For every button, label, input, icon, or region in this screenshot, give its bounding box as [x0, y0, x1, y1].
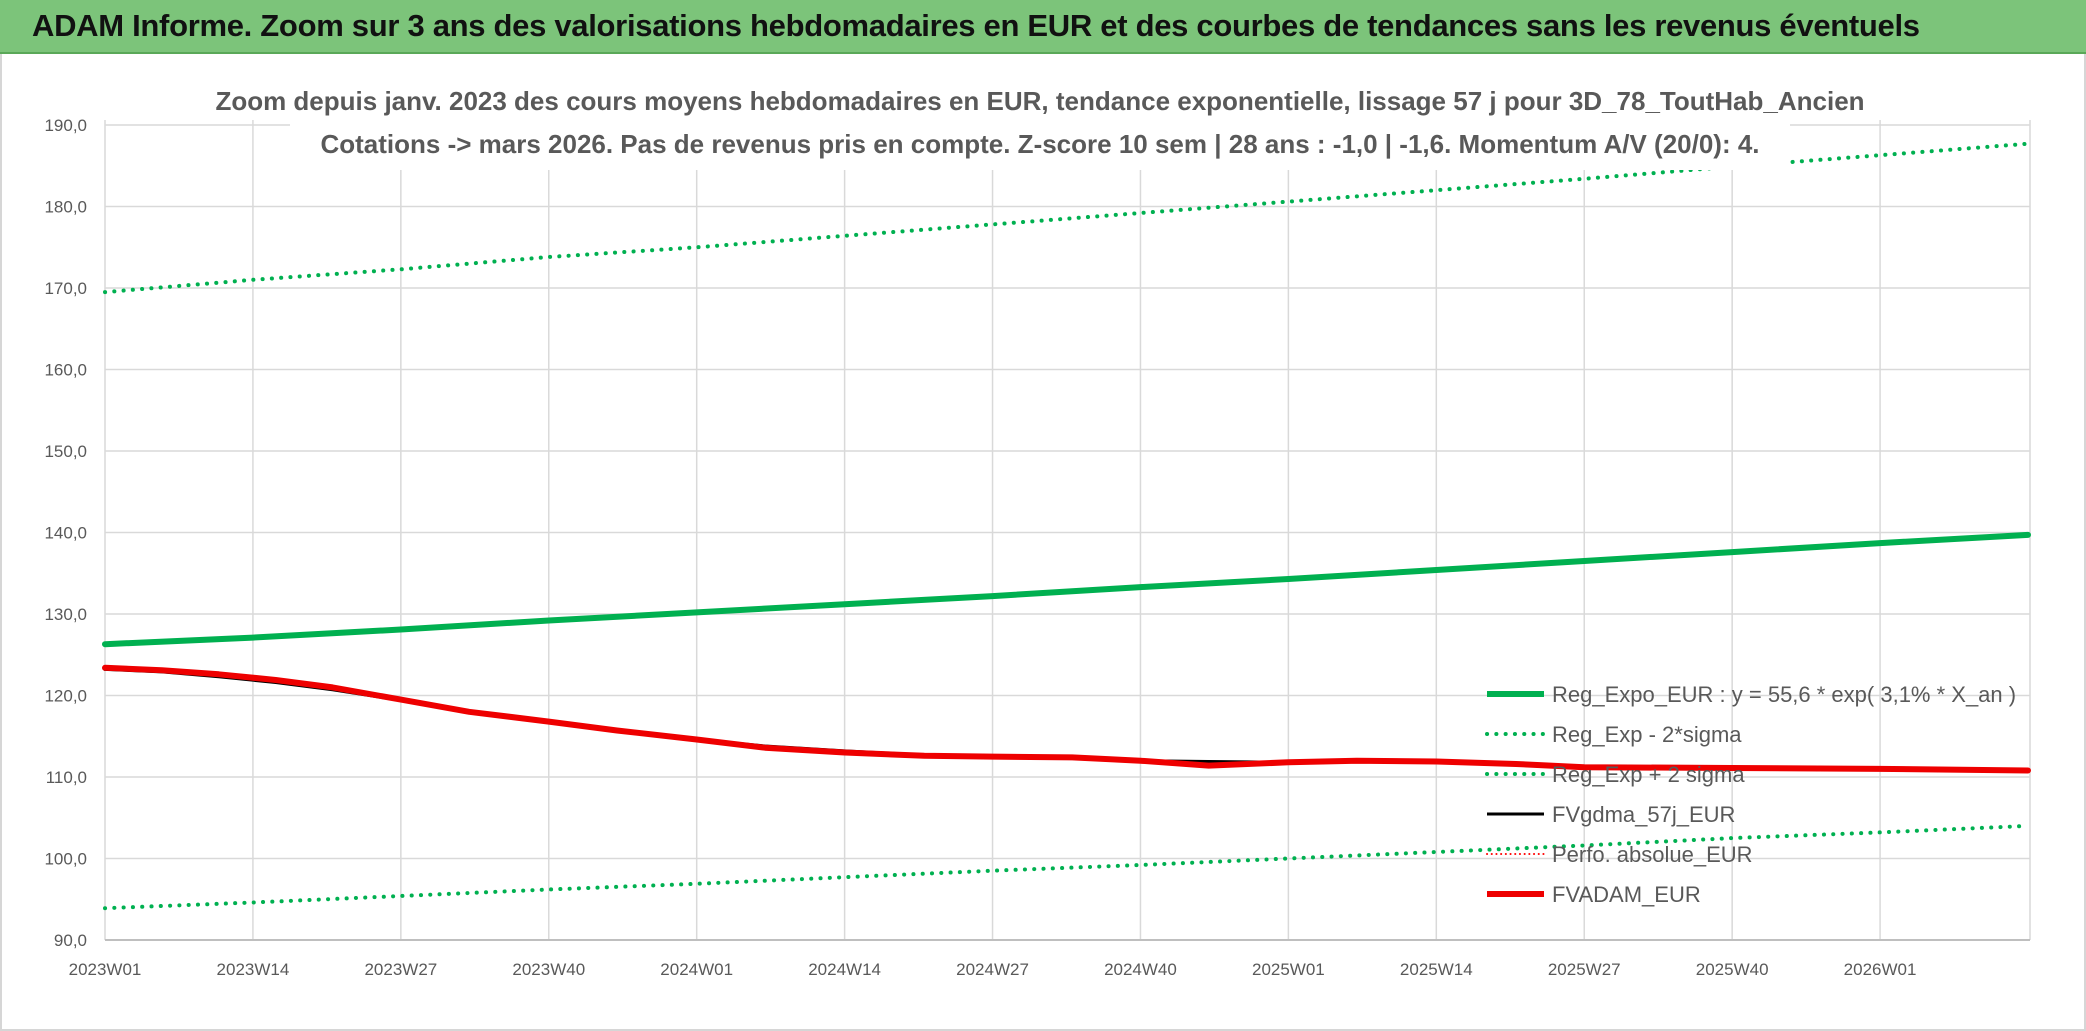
y-tick-label: 160,0	[44, 361, 87, 380]
series-line-5	[102, 664, 2031, 774]
x-tick-label: 2025W01	[1252, 960, 1325, 979]
legend-label: Reg_Exp + 2 sigma	[1552, 762, 1745, 787]
x-tick-label: 2024W40	[1104, 960, 1177, 979]
x-tick-label: 2024W14	[808, 960, 881, 979]
y-tick-label: 120,0	[44, 687, 87, 706]
x-axis-ticks: 2023W01 2023W14 2023W27 2023W40 2024W01 2024W…	[69, 960, 1917, 979]
y-tick-label: 90,0	[54, 931, 87, 950]
y-axis-ticks: 90,0 100,0 110,0 120,0 130,0 140,0 150,0 160,0 1…	[44, 116, 87, 950]
title-background	[290, 78, 1790, 170]
x-tick-label: 2025W14	[1400, 960, 1473, 979]
chart-title: Zoom depuis janv. 2023 des cours moyens …	[215, 86, 1864, 116]
y-tick-label: 180,0	[44, 198, 87, 217]
x-tick-label: 2023W14	[217, 960, 290, 979]
y-tick-label: 100,0	[44, 850, 87, 869]
legend-label: Reg_Expo_EUR : y = 55,6 * exp( 3,1% * X_…	[1552, 682, 2016, 707]
series-line-0	[102, 531, 2031, 648]
x-tick-label: 2024W27	[956, 960, 1029, 979]
x-tick-label: 2023W40	[512, 960, 585, 979]
y-tick-label: 110,0	[46, 768, 87, 787]
legend-label: FVADAM_EUR	[1552, 882, 1701, 907]
x-tick-label: 2025W27	[1548, 960, 1621, 979]
series-layer	[102, 141, 2031, 911]
y-tick-label: 190,0	[44, 116, 87, 135]
chart-grid	[104, 120, 2031, 941]
y-tick-label: 150,0	[44, 442, 87, 461]
y-tick-label: 140,0	[44, 524, 87, 543]
report-banner: ADAM Informe. Zoom sur 3 ans des valoris…	[0, 0, 2086, 54]
x-tick-label: 2023W01	[69, 960, 142, 979]
banner-title: ADAM Informe. Zoom sur 3 ans des valoris…	[32, 8, 1920, 43]
chart-subtitle: Cotations -> mars 2026. Pas de revenus p…	[320, 129, 1759, 159]
y-tick-label: 170,0	[44, 279, 87, 298]
legend-label: Reg_Exp - 2*sigma	[1552, 722, 1742, 747]
series-line-1	[103, 823, 2030, 911]
chart-legend: Reg_Expo_EUR : y = 55,6 * exp( 3,1% * X_…	[1485, 682, 2016, 907]
legend-label: FVgdma_57j_EUR	[1552, 802, 1735, 827]
x-tick-label: 2026W01	[1844, 960, 1917, 979]
x-tick-label: 2023W27	[364, 960, 437, 979]
y-tick-label: 130,0	[44, 605, 87, 624]
legend-label: Perfo. absolue_EUR	[1552, 842, 1753, 867]
x-tick-label: 2025W40	[1696, 960, 1769, 979]
x-tick-label: 2024W01	[660, 960, 733, 979]
